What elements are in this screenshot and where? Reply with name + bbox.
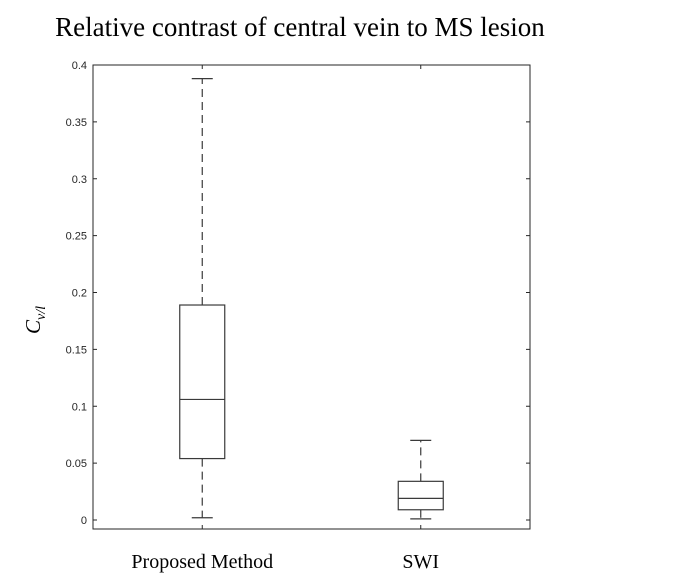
- x-category-label: Proposed Method: [131, 551, 273, 573]
- y-axis-label: Cv/l: [21, 306, 49, 334]
- iqr-box: [397, 480, 444, 511]
- y-axis-label-sub: v/l: [34, 306, 49, 320]
- chart-title: Relative contrast of central vein to MS …: [55, 12, 545, 42]
- x-axis-categories: Proposed Method SWI: [131, 65, 439, 573]
- y-tick-label: 0.2: [72, 288, 87, 300]
- y-axis-label-main: C: [21, 319, 45, 334]
- y-tick-label: 0: [81, 515, 87, 527]
- y-tick-label: 0.4: [72, 60, 87, 72]
- y-tick-label: 0.1: [72, 401, 87, 413]
- plot-area-frame: [92, 64, 531, 530]
- box-group: [179, 78, 226, 519]
- y-tick-label: 0.3: [72, 174, 87, 186]
- x-category-label: SWI: [402, 551, 439, 573]
- box-group: [397, 439, 444, 520]
- y-tick-label: 0.35: [66, 117, 87, 129]
- y-tick-label: 0.05: [66, 458, 87, 470]
- y-axis-ticks: 0 0.05 0.1 0.15 0.2 0.25 0.3 0.35 0.4: [66, 60, 530, 527]
- y-tick-label: 0.15: [66, 344, 87, 356]
- iqr-box: [179, 304, 226, 460]
- box-series: [179, 78, 444, 520]
- y-tick-label: 0.25: [66, 231, 87, 243]
